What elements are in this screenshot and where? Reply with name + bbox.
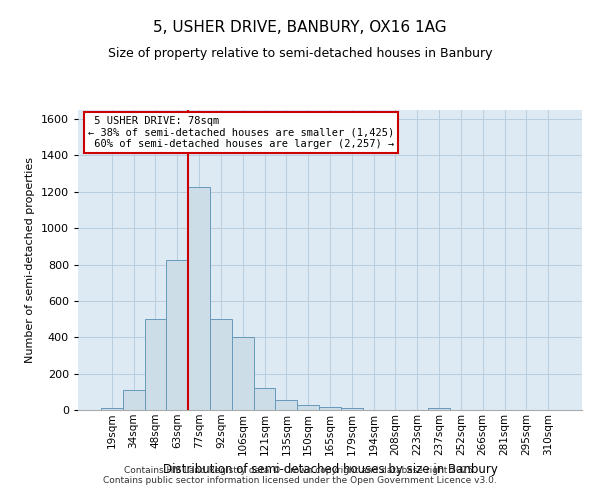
Bar (428, 408, 450, 410)
Bar (341, 408, 363, 410)
Text: Contains HM Land Registry data © Crown copyright and database right 2025.
Contai: Contains HM Land Registry data © Crown c… (103, 466, 497, 485)
Y-axis label: Number of semi-detached properties: Number of semi-detached properties (25, 157, 35, 363)
Bar (232, 338, 254, 410)
Text: Size of property relative to semi-detached houses in Banbury: Size of property relative to semi-detach… (108, 48, 492, 60)
Bar (166, 260, 188, 410)
X-axis label: Distribution of semi-detached houses by size in Banbury: Distribution of semi-detached houses by … (163, 463, 497, 476)
Text: 5 USHER DRIVE: 78sqm
← 38% of semi-detached houses are smaller (1,425)
 60% of s: 5 USHER DRIVE: 78sqm ← 38% of semi-detac… (88, 116, 394, 149)
Bar (319, 408, 341, 410)
Bar (297, 406, 319, 410)
Bar (145, 319, 166, 410)
Text: 5, USHER DRIVE, BANBURY, OX16 1AG: 5, USHER DRIVE, BANBURY, OX16 1AG (153, 20, 447, 35)
Bar (254, 388, 275, 410)
Bar (123, 390, 145, 410)
Bar (101, 408, 123, 410)
Bar (275, 400, 297, 410)
Bar (188, 188, 210, 410)
Bar (210, 319, 232, 410)
